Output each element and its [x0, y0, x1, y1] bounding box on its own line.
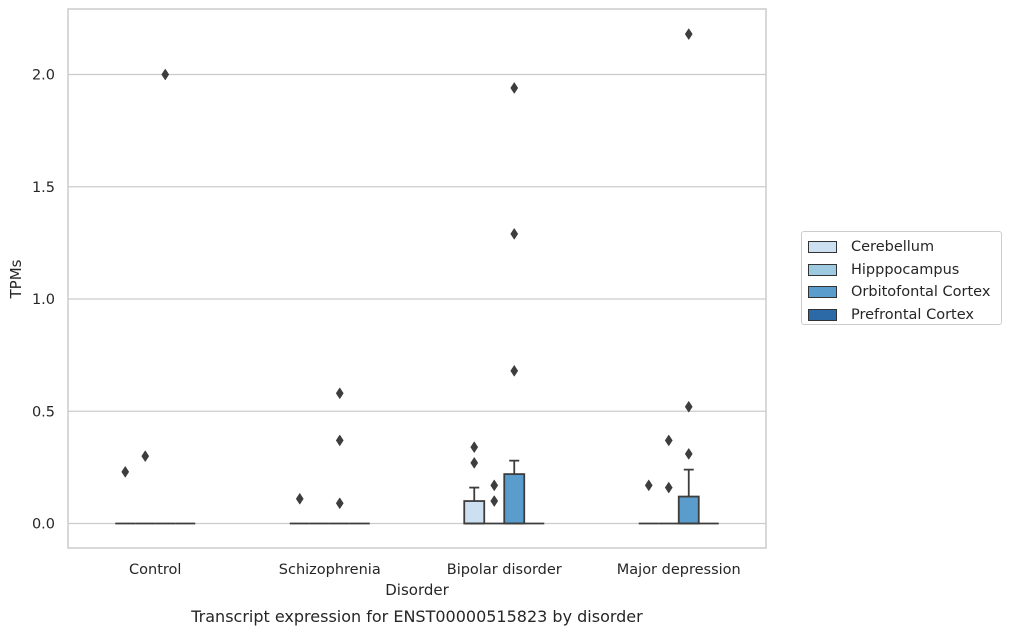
x-axis-ticks: Control Schizophrenia Bipolar disorder Majo…	[129, 562, 741, 578]
legend-swatch	[808, 241, 837, 254]
legend-item: Hipppocampus	[808, 259, 1001, 282]
outlier-point	[470, 456, 479, 469]
x-tick-label: Schizophrenia	[279, 562, 381, 578]
outlier-point	[510, 227, 519, 240]
outlier-point	[490, 495, 499, 508]
outlier-point	[470, 441, 479, 454]
y-tick-label: 0.0	[32, 517, 55, 533]
outlier-point	[295, 492, 304, 505]
outlier-point	[664, 481, 673, 494]
gridlines	[68, 73, 766, 525]
chart-title: Transcript expression for ENST0000051582…	[190, 607, 643, 626]
plot-frame	[67, 8, 767, 549]
legend-swatch	[808, 309, 837, 322]
legend-label: Orbitofontal Cortex	[851, 284, 991, 301]
y-tick-label: 1.5	[32, 180, 55, 196]
x-axis-label: Disorder	[385, 581, 449, 599]
y-axis-ticks: 0.0 0.5 1.0 1.5 2.0	[32, 68, 55, 533]
legend-swatch	[808, 263, 837, 276]
box	[503, 473, 526, 525]
y-axis-label: TPMs	[7, 259, 25, 299]
x-tick-label: Control	[129, 562, 181, 578]
outlier-point	[664, 434, 673, 447]
legend-label: Hipppocampus	[851, 261, 960, 278]
legend-label: Prefrontal Cortex	[851, 307, 974, 324]
outlier-point	[644, 479, 653, 492]
outlier-point	[121, 465, 130, 478]
outlier-point	[335, 387, 344, 400]
y-tick-label: 0.5	[32, 404, 55, 420]
outlier-point	[141, 450, 150, 463]
outlier-point	[684, 400, 693, 413]
outlier-point	[684, 28, 693, 41]
legend-item: Orbitofontal Cortex	[808, 281, 1001, 304]
outlier-point	[490, 479, 499, 492]
outlier-point	[335, 434, 344, 447]
legend-label: Cerebellum	[851, 239, 935, 256]
y-tick-label: 1.0	[32, 292, 55, 308]
outlier-point	[161, 68, 170, 81]
outlier-point	[335, 497, 344, 510]
legend-item: Cerebellum	[808, 236, 1001, 259]
x-tick-label: Bipolar disorder	[447, 562, 562, 578]
legend-swatch	[808, 286, 837, 299]
outlier-point	[510, 364, 519, 377]
x-tick-label: Major depression	[617, 562, 741, 578]
box	[677, 495, 700, 525]
outlier-point	[684, 447, 693, 460]
y-tick-label: 2.0	[32, 68, 55, 84]
outlier-point	[510, 82, 519, 94]
box	[463, 500, 486, 525]
boxes	[115, 28, 719, 525]
legend: Cerebellum Hipppocampus Orbitofontal Cor…	[801, 231, 1002, 325]
legend-item: Prefrontal Cortex	[808, 304, 1001, 327]
